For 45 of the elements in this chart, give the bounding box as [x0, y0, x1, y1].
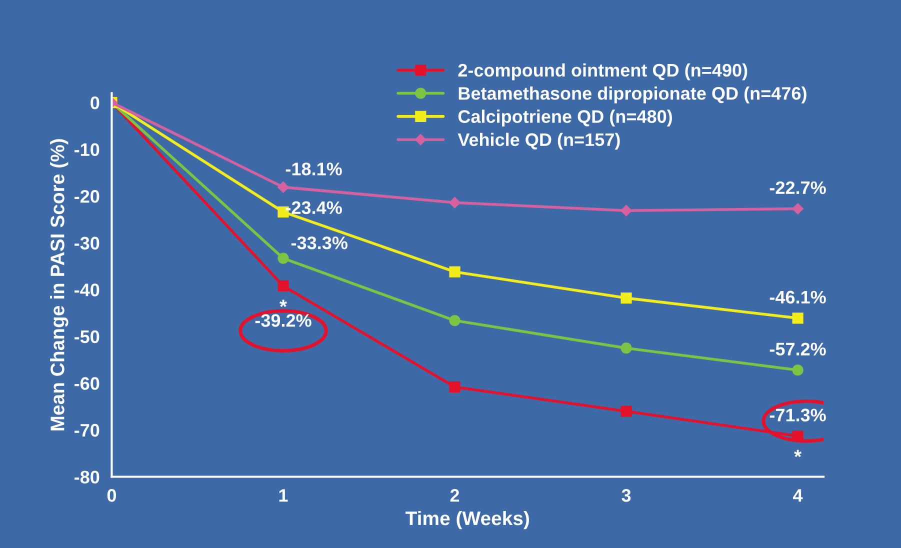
point: [792, 430, 804, 442]
x-tick-label: 0: [107, 489, 116, 502]
y-tick-label: 0: [90, 96, 100, 110]
point: [620, 204, 632, 216]
data-label: -39.2%: [255, 314, 312, 327]
y-tick-label: -20: [74, 190, 100, 203]
point: [792, 364, 804, 376]
point: [620, 342, 632, 354]
point: [449, 266, 460, 278]
y-tick-label: -40: [74, 284, 100, 296]
point: [448, 196, 461, 209]
point: [449, 314, 460, 326]
y-tick-label: -60: [74, 377, 100, 390]
legend-label: 2-compound ointment QD (n=490): [458, 63, 748, 80]
point: [278, 252, 289, 264]
annotation: *: [280, 300, 287, 308]
x-tick-label: 1: [279, 489, 288, 502]
y-tick-label: -10: [74, 143, 100, 156]
y-tick-label: -30: [74, 236, 100, 250]
data-label: -18.1%: [286, 162, 342, 176]
x-tick-label: 3: [622, 489, 631, 502]
y-tick-label: -70: [74, 424, 100, 437]
data-label: -57.2%: [770, 342, 826, 356]
y-tick-label: -50: [74, 330, 100, 344]
point: [792, 202, 804, 215]
legend-label: Betamethasone dipropionate QD (n=476): [458, 86, 806, 104]
data-label: -33.3%: [291, 236, 348, 250]
point: [792, 312, 804, 324]
legend-label: Vehicle QD (n=157): [458, 132, 620, 150]
point: [620, 292, 632, 304]
point: [278, 280, 289, 292]
y-tick-label: -80: [74, 470, 100, 484]
point: [449, 381, 460, 392]
legend-label: Calcipotriene QD (n=480): [458, 110, 672, 127]
x-axis-title: Time (Weeks): [406, 510, 529, 530]
y-axis-title: Mean Change in PASI Score (%): [50, 139, 68, 430]
data-label: -71.3%: [770, 408, 826, 422]
data-label: -23.4%: [286, 201, 342, 214]
annotation: *: [794, 450, 802, 458]
point: [620, 406, 632, 417]
data-label: -22.7%: [770, 181, 826, 194]
x-tick-label: 4: [793, 489, 803, 502]
x-tick-label: 2: [450, 489, 460, 502]
point: [277, 181, 290, 194]
data-label: -46.1%: [770, 290, 826, 304]
